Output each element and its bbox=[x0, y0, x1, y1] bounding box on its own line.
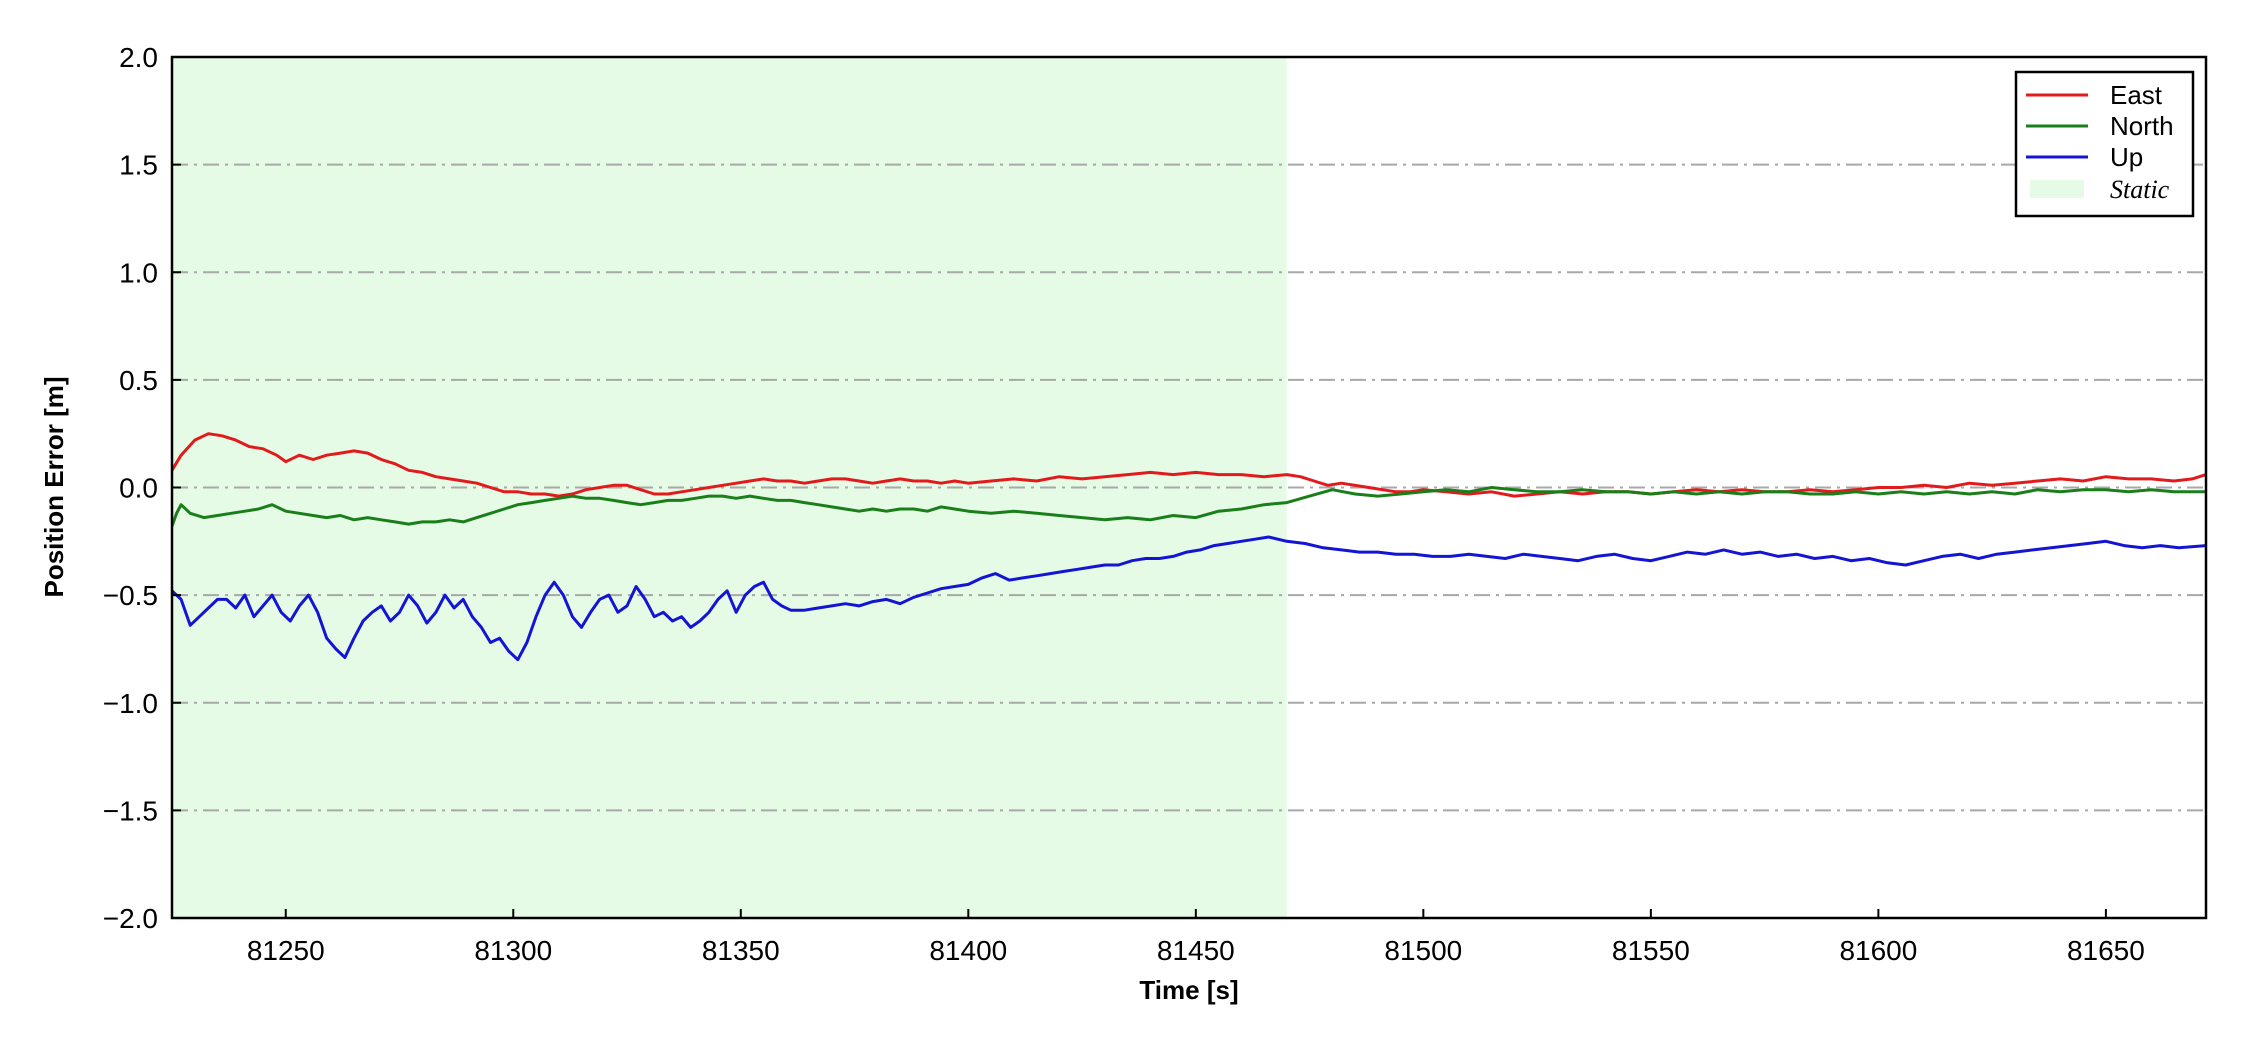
legend-label-east: East bbox=[2110, 80, 2163, 110]
legend-label-north: North bbox=[2110, 111, 2174, 141]
x-axis-title: Time [s] bbox=[1139, 975, 1238, 1005]
series-line-north bbox=[172, 486, 2206, 527]
y-tick-label: 1.5 bbox=[119, 150, 158, 181]
series-line-up bbox=[172, 535, 2206, 662]
x-tick-label: 81600 bbox=[1839, 935, 1917, 966]
y-axis-title: Position Error [m] bbox=[39, 376, 69, 597]
y-tick-label: −0.5 bbox=[103, 580, 158, 611]
x-tick-label: 81450 bbox=[1157, 935, 1235, 966]
y-tick-label: 0.5 bbox=[119, 365, 158, 396]
y-axis-ticks: 2.0 1.5 1.0 0.5 0.0 −0.5 −1.0 −1.5 −2.0 bbox=[103, 42, 181, 934]
plot-frame bbox=[170, 55, 2208, 920]
y-tick-label: −1.0 bbox=[103, 688, 158, 719]
grid-lines bbox=[172, 163, 2206, 812]
y-tick-label: −2.0 bbox=[103, 903, 158, 934]
legend-swatch-static bbox=[2030, 180, 2084, 198]
static-region-shading bbox=[172, 57, 1287, 918]
legend: East North Up Static bbox=[2014, 70, 2195, 218]
x-tick-label: 81250 bbox=[247, 935, 325, 966]
y-tick-label: 0.0 bbox=[119, 473, 158, 504]
y-tick-label: 1.0 bbox=[119, 257, 158, 288]
x-tick-label: 81300 bbox=[474, 935, 552, 966]
x-tick-label: 81500 bbox=[1384, 935, 1462, 966]
legend-label-static: Static bbox=[2110, 175, 2170, 204]
x-tick-label: 81650 bbox=[2067, 935, 2145, 966]
legend-label-up: Up bbox=[2110, 142, 2143, 172]
series-lines bbox=[172, 432, 2206, 662]
x-tick-label: 81350 bbox=[702, 935, 780, 966]
y-tick-label: −1.5 bbox=[103, 795, 158, 826]
y-tick-label: 2.0 bbox=[119, 42, 158, 73]
x-axis-ticks: 81250 81300 81350 81400 81450 81500 81550 81600… bbox=[247, 909, 2145, 966]
plot-area: 81250 81300 81350 81400 81450 81500 81550 81600… bbox=[103, 42, 2208, 966]
x-tick-label: 81550 bbox=[1612, 935, 1690, 966]
x-tick-label: 81400 bbox=[929, 935, 1007, 966]
